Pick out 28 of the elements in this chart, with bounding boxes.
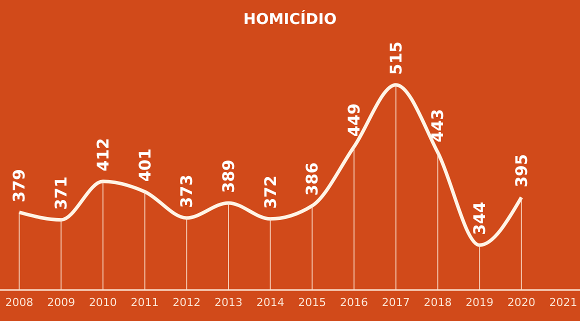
data-label: 389: [218, 160, 238, 193]
data-label: 395: [512, 154, 531, 188]
data-label: 443: [428, 108, 448, 142]
x-tick-label: 2010: [88, 296, 117, 309]
data-label: 373: [177, 174, 196, 208]
x-tick-label: 2011: [130, 296, 159, 309]
data-label: 372: [260, 175, 280, 209]
data-label: 412: [93, 138, 112, 172]
x-tick-label: 2012: [172, 296, 201, 309]
data-label: 449: [344, 103, 364, 137]
chart-title: HOMICÍDIO: [242, 10, 338, 28]
data-label: 386: [302, 162, 322, 196]
x-tick-label: 2020: [507, 296, 536, 309]
x-tick-label: 2019: [466, 296, 494, 309]
x-tick-label: 2017: [382, 296, 410, 309]
data-label: 344: [470, 202, 490, 236]
x-tick-label: 2016: [340, 296, 368, 309]
x-tick-label: 2021: [549, 296, 578, 309]
data-label: 379: [10, 168, 29, 202]
x-tick-label: 2013: [214, 296, 242, 309]
data-label: 401: [135, 148, 154, 182]
data-label: 515: [386, 41, 406, 75]
x-tick-label: 2008: [5, 296, 34, 309]
x-tick-label: 2014: [256, 296, 284, 309]
x-tick-label: 2015: [298, 296, 326, 309]
x-tick-label: 2018: [424, 296, 452, 309]
data-label: 371: [52, 176, 71, 210]
x-tick-label: 2009: [47, 296, 76, 309]
